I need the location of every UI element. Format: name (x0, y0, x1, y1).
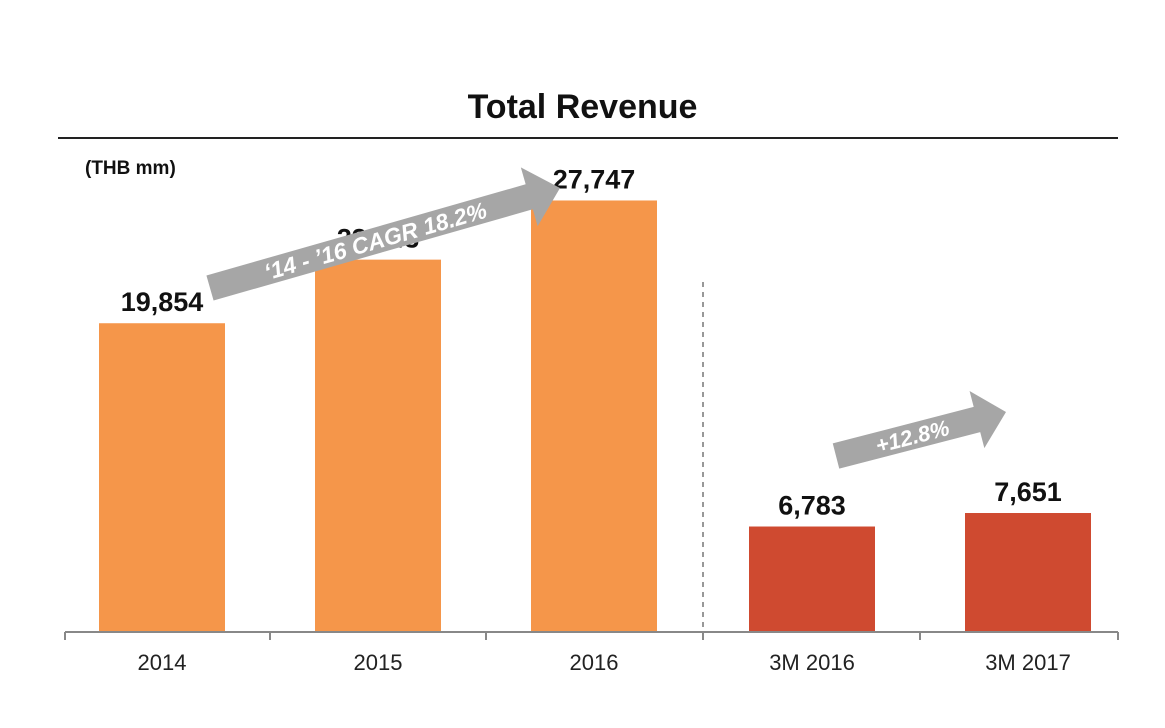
title-rule (58, 137, 1118, 139)
chart-title: Total Revenue (467, 88, 698, 126)
x-tick-label: 3M 2017 (985, 650, 1071, 675)
x-tick-label: 2016 (570, 650, 619, 675)
growth-arrow-shape (206, 167, 560, 301)
bar-2015 (315, 259, 441, 632)
unit-label: (THB mm) (85, 158, 176, 179)
x-tick-label: 2015 (354, 650, 403, 675)
bar-3m-2016 (749, 526, 875, 632)
growth-arrow: +12.8% (832, 390, 1006, 469)
value-label: 6,783 (778, 491, 846, 521)
value-label: 27,747 (553, 164, 636, 194)
bar-3m-2017 (965, 513, 1091, 632)
bar-2016 (531, 200, 657, 633)
growth-annotation-label: +12.8% (873, 415, 952, 458)
value-label: 19,854 (121, 287, 204, 317)
x-tick-label: 2014 (138, 650, 187, 675)
x-tick-label: 3M 2016 (769, 650, 855, 675)
value-label: 7,651 (994, 477, 1062, 507)
growth-arrow-shape (832, 390, 1006, 469)
bar-2014 (99, 323, 225, 632)
